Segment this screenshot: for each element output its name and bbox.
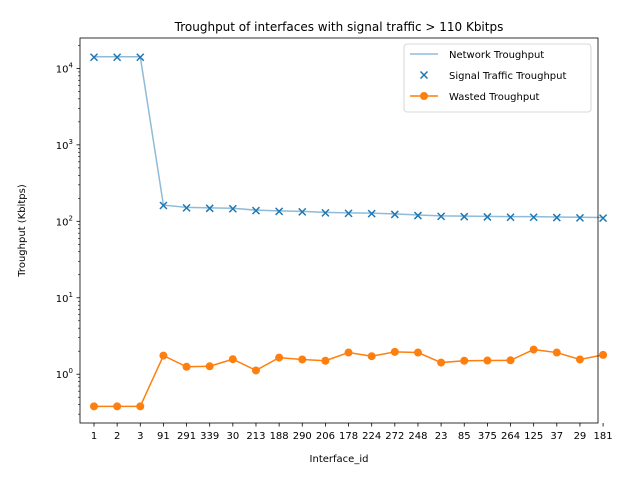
x-tick-label: 290 bbox=[293, 431, 312, 442]
signal-traffic-troughput-point bbox=[205, 204, 214, 213]
x-tick-label: 91 bbox=[157, 431, 170, 442]
wasted-troughput-point bbox=[275, 353, 284, 362]
wasted-troughput-point bbox=[506, 356, 515, 365]
x-axis: 1 2 3 91 291 339 30 213 188 290 206 178 224 272 248 23 8… bbox=[91, 423, 613, 442]
y-tick-label: 102 bbox=[56, 214, 73, 228]
x-tick-label: 29 bbox=[574, 431, 587, 442]
x-tick-label: 375 bbox=[478, 431, 497, 442]
wasted-troughput-point bbox=[298, 355, 307, 364]
signal-traffic-troughput-point bbox=[552, 213, 561, 222]
wasted-troughput-point bbox=[321, 356, 330, 365]
x-tick-label: 272 bbox=[385, 431, 404, 442]
legend-marker-wasted-troughput bbox=[420, 92, 428, 100]
legend: Network Troughput Signal Traffic Troughpu… bbox=[403, 43, 592, 113]
legend-swatch-signal-traffic-troughput bbox=[419, 70, 429, 80]
wasted-troughput-point bbox=[599, 350, 608, 359]
wasted-troughput-point bbox=[390, 347, 399, 356]
y-tick-label: 104 bbox=[56, 61, 74, 75]
x-tick-label: 23 bbox=[435, 431, 448, 442]
signal-traffic-troughput-point bbox=[506, 213, 515, 222]
wasted-troughput-point bbox=[113, 402, 122, 411]
x-tick-label: 125 bbox=[524, 431, 543, 442]
signal-traffic-troughput-point bbox=[89, 53, 99, 62]
x-tick-label: 1 bbox=[91, 431, 97, 442]
signal-traffic-troughput-point bbox=[321, 208, 330, 217]
signal-traffic-troughput-point bbox=[529, 213, 538, 222]
wasted-troughput-point bbox=[251, 366, 260, 375]
signal-traffic-troughput-point bbox=[390, 210, 399, 219]
x-tick-label: 291 bbox=[177, 431, 196, 442]
x-tick-label: 178 bbox=[339, 431, 358, 442]
x-tick-label: 248 bbox=[408, 431, 427, 442]
x-tick-label: 264 bbox=[501, 431, 520, 442]
x-tick-label: 339 bbox=[200, 431, 219, 442]
wasted-troughput-point bbox=[205, 362, 214, 371]
x-tick-label: 224 bbox=[362, 431, 381, 442]
y-axis: 100 101 102 103 104 bbox=[56, 45, 80, 415]
chart-title: Troughput of interfaces with signal traf… bbox=[174, 20, 504, 34]
y-tick-label: 103 bbox=[56, 138, 73, 152]
x-tick-label: 3 bbox=[137, 431, 143, 442]
x-tick-label: 37 bbox=[550, 431, 563, 442]
series-layer bbox=[89, 53, 608, 411]
x-tick-label: 206 bbox=[316, 431, 335, 442]
signal-traffic-troughput-point bbox=[413, 211, 422, 220]
x-tick-label: 2 bbox=[114, 431, 120, 442]
wasted-troughput-point bbox=[136, 402, 145, 411]
wasted-troughput-point bbox=[483, 356, 492, 365]
legend-label: Wasted Troughput bbox=[449, 92, 540, 103]
signal-traffic-troughput-point bbox=[575, 213, 584, 222]
wasted-troughput-point bbox=[552, 348, 561, 357]
plot-frame bbox=[79, 37, 599, 424]
signal-traffic-troughput-point bbox=[159, 201, 168, 210]
signal-traffic-troughput-point bbox=[228, 204, 237, 213]
signal-traffic-troughput-point bbox=[460, 212, 469, 221]
wasted-troughput-point bbox=[182, 362, 191, 371]
wasted-troughput-point bbox=[575, 355, 584, 364]
wasted-troughput-point bbox=[437, 358, 446, 367]
wasted-troughput-point bbox=[413, 348, 422, 357]
signal-traffic-troughput-point bbox=[182, 203, 191, 212]
x-tick-label: 213 bbox=[246, 431, 265, 442]
x-tick-label: 181 bbox=[594, 431, 613, 442]
signal-traffic-troughput-point bbox=[344, 209, 353, 218]
signal-traffic-troughput-point bbox=[437, 212, 446, 221]
x-axis-label: Interface_id bbox=[310, 454, 369, 465]
x-tick-label: 188 bbox=[270, 431, 289, 442]
y-axis-label: Troughput (Kbitps) bbox=[17, 184, 28, 278]
legend-label: Signal Traffic Troughput bbox=[449, 71, 566, 82]
signal-traffic-troughput-point bbox=[599, 214, 608, 223]
wasted-troughput-point bbox=[367, 352, 376, 361]
wasted-troughput-point bbox=[344, 348, 353, 357]
signal-traffic-troughput-point bbox=[298, 207, 307, 216]
wasted-troughput-line bbox=[94, 348, 604, 408]
signal-traffic-troughput-point bbox=[113, 53, 122, 62]
signal-traffic-troughput-point bbox=[136, 53, 145, 62]
legend-label: Network Troughput bbox=[449, 50, 544, 61]
signal-traffic-troughput-point bbox=[483, 212, 492, 221]
y-tick-label: 101 bbox=[56, 291, 73, 305]
wasted-troughput-point bbox=[90, 402, 98, 411]
wasted-troughput-point bbox=[159, 351, 168, 360]
y-tick-label: 100 bbox=[56, 367, 73, 381]
signal-traffic-troughput-point bbox=[251, 206, 261, 215]
x-tick-label: 85 bbox=[458, 431, 471, 442]
legend-box bbox=[403, 43, 592, 113]
x-tick-label: 30 bbox=[226, 431, 239, 442]
wasted-troughput-point bbox=[529, 345, 538, 354]
signal-traffic-troughput-point bbox=[275, 207, 284, 216]
wasted-troughput-point bbox=[460, 356, 469, 365]
signal-traffic-troughput-point bbox=[367, 209, 376, 218]
wasted-troughput-point bbox=[228, 355, 237, 364]
